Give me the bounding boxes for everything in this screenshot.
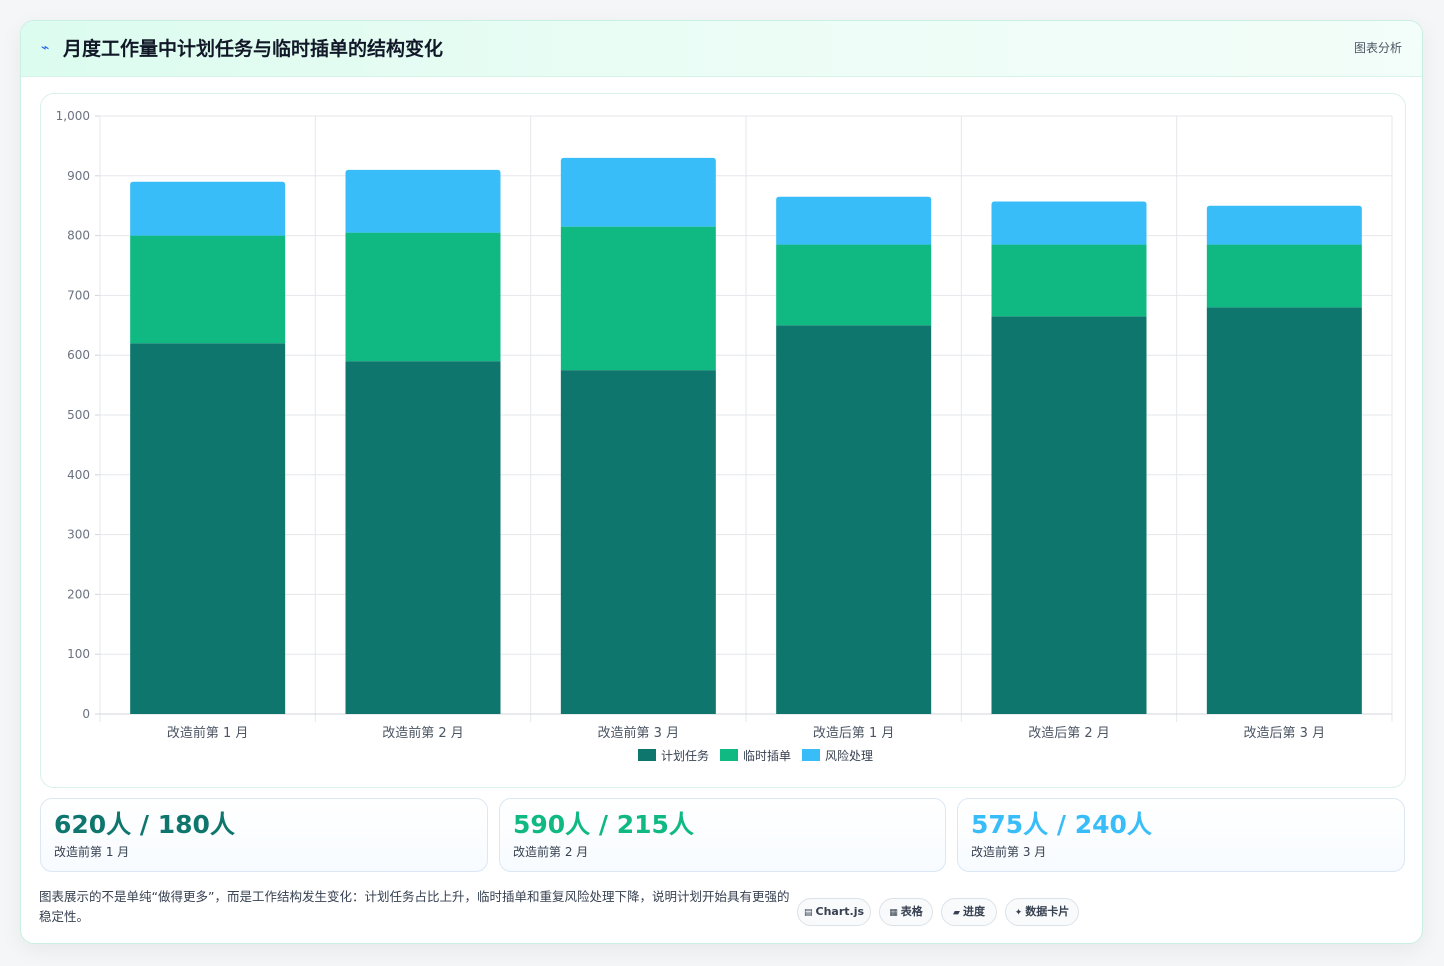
stat-label: 改造前第 1 月 — [54, 845, 130, 859]
chip-data-card[interactable]: ✦ 数据卡片 — [1005, 898, 1079, 926]
bar-segment — [130, 181, 286, 236]
bar-segment — [991, 201, 1147, 245]
y-tick-label: 600 — [67, 348, 90, 362]
y-tick-label: 300 — [67, 528, 90, 542]
y-tick-label: 0 — [82, 707, 90, 721]
y-tick-label: 500 — [67, 408, 90, 422]
bar-segment — [991, 244, 1147, 317]
bar-segment — [776, 196, 932, 245]
sparkle-icon: ✦ — [1014, 908, 1023, 918]
chip-label: 进度 — [962, 905, 985, 918]
chip-label: 表格 — [900, 905, 923, 918]
chart-footnote: 图表展示的不是单纯“做得更多”，而是工作结构发生变化：计划任务占比上升，临时插单… — [39, 889, 790, 924]
stat-label: 改造前第 2 月 — [513, 845, 589, 859]
chart-analysis-button[interactable]: 图表分析 — [1353, 41, 1402, 55]
y-tick-label: 700 — [67, 288, 90, 302]
y-tick-label: 100 — [67, 647, 90, 661]
stat-label: 改造前第 3 月 — [971, 845, 1047, 859]
legend-label: 风险处理 — [825, 748, 873, 763]
bar-segment — [776, 244, 932, 326]
stat-value: 620人 / 180人 — [54, 810, 235, 839]
y-tick-label: 1,000 — [56, 109, 90, 123]
y-tick-label: 200 — [67, 587, 90, 601]
chart-icon: ▤ — [803, 908, 813, 918]
stat-value: 590人 / 215人 — [513, 810, 694, 839]
x-tick-label: 改造前第 3 月 — [598, 725, 680, 741]
chip-label: Chart.js — [815, 905, 865, 918]
stat-card-2: 590人 / 215人 改造前第 2 月 — [499, 798, 946, 872]
table-icon: ▦ — [889, 908, 898, 918]
chart-title: 月度工作量中计划任务与临时插单的结构变化 — [63, 38, 444, 60]
legend-swatch — [720, 749, 738, 761]
y-tick-label: 900 — [67, 169, 90, 183]
stat-card-1: 620人 / 180人 改造前第 1 月 — [40, 798, 488, 872]
bar-segment — [345, 232, 501, 362]
bar-segment — [991, 316, 1147, 714]
legend-swatch — [802, 749, 820, 761]
y-tick-label: 800 — [67, 229, 90, 243]
chip-progress[interactable]: ▰ 进度 — [941, 898, 997, 926]
bar-segment — [1206, 205, 1362, 245]
stacked-bar-chart: 0 100 200 300 400 500 600 700 800 900 1,000 改造前第 1 … — [56, 109, 1393, 763]
bar-segment — [776, 325, 932, 714]
x-tick-label: 改造前第 1 月 — [167, 725, 249, 741]
x-tick-label: 改造后第 2 月 — [1028, 726, 1110, 741]
card-header: ⌁ 月度工作量中计划任务与临时插单的结构变化 图表分析 — [21, 21, 1422, 77]
legend-label: 临时插单 — [743, 749, 791, 763]
legend-swatch — [638, 749, 656, 761]
chart-card: ⌁ 月度工作量中计划任务与临时插单的结构变化 图表分析 0 100 200 300 40… — [20, 20, 1423, 944]
chip-label: 数据卡片 — [1025, 905, 1070, 918]
bar-segment — [1206, 307, 1362, 714]
bar-segment — [345, 169, 501, 233]
x-tick-label: 改造后第 3 月 — [1244, 726, 1326, 741]
line-chart-icon: ⌁ — [41, 40, 50, 56]
chip-table[interactable]: ▦ 表格 — [879, 898, 933, 926]
bar-segment — [345, 361, 501, 714]
bar-segment — [130, 235, 286, 344]
bar-segment — [560, 157, 716, 227]
y-tick-label: 400 — [67, 468, 90, 482]
chip-chartjs[interactable]: ▤ Chart.js — [797, 898, 871, 926]
x-tick-label: 改造前第 2 月 — [382, 725, 464, 741]
bar-segment — [130, 343, 286, 714]
legend-label: 计划任务 — [661, 748, 709, 763]
stat-card-3: 575人 / 240人 改造前第 3 月 — [957, 798, 1405, 872]
chart-container: 0 100 200 300 400 500 600 700 800 900 1,000 改造前第 1 … — [40, 93, 1406, 788]
bar-segment — [1206, 244, 1362, 308]
stat-value: 575人 / 240人 — [971, 810, 1152, 839]
bar-segment — [560, 370, 716, 714]
x-tick-label: 改造后第 1 月 — [813, 726, 895, 741]
bar-segment — [560, 226, 716, 371]
progress-icon: ▰ — [953, 908, 960, 918]
